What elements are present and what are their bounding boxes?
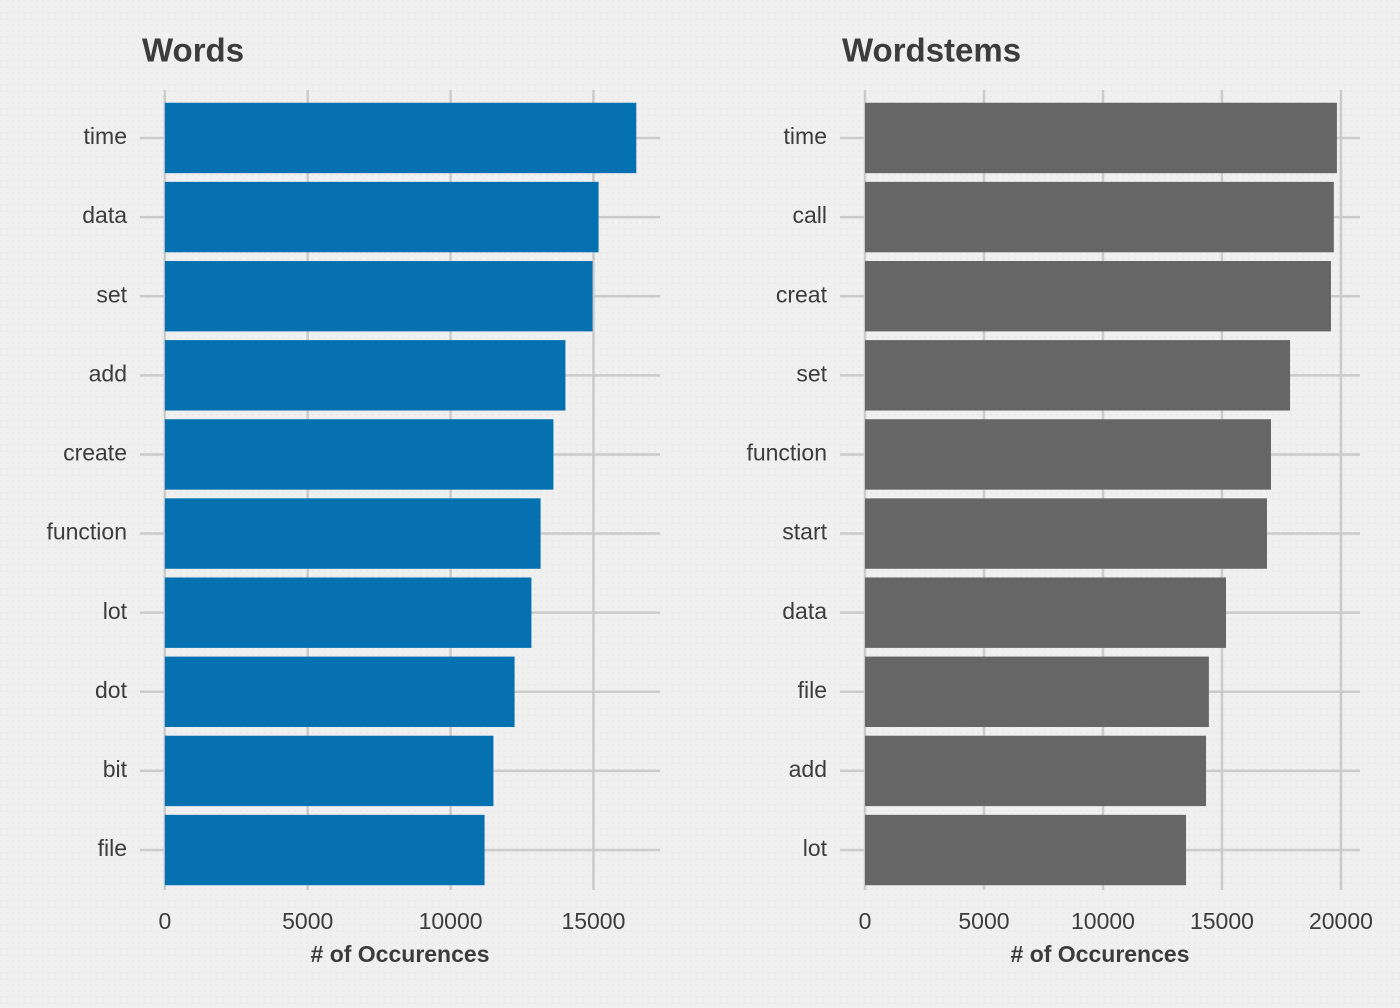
x-axis-label: # of Occurences bbox=[1011, 941, 1190, 967]
bar bbox=[164, 102, 637, 174]
bar bbox=[864, 577, 1227, 648]
y-tick-label: data bbox=[782, 598, 827, 624]
y-tick-label: start bbox=[782, 519, 827, 545]
bar bbox=[864, 181, 1334, 253]
y-tick-label: set bbox=[96, 281, 127, 307]
x-tick-label: 15000 bbox=[1190, 908, 1254, 934]
chart-title: Wordstems bbox=[842, 32, 1021, 69]
y-tick-label: file bbox=[98, 835, 127, 861]
y-tick-label: function bbox=[746, 440, 827, 466]
bar bbox=[164, 419, 554, 490]
bar bbox=[164, 340, 566, 411]
y-tick-label: lot bbox=[803, 835, 828, 861]
bar bbox=[864, 735, 1207, 807]
x-tick-label: 10000 bbox=[419, 908, 483, 934]
bar bbox=[164, 498, 541, 569]
bar bbox=[164, 735, 494, 807]
chart-title: Words bbox=[142, 32, 244, 69]
y-tick-label: add bbox=[89, 360, 127, 386]
y-tick-label: function bbox=[46, 519, 127, 545]
bar bbox=[164, 577, 532, 648]
y-tick-label: creat bbox=[776, 281, 828, 307]
bar bbox=[164, 260, 593, 332]
y-tick-label: time bbox=[84, 123, 127, 149]
x-tick-label: 0 bbox=[158, 908, 171, 934]
y-tick-label: create bbox=[63, 440, 127, 466]
x-tick-label: 10000 bbox=[1071, 908, 1135, 934]
bar bbox=[864, 102, 1337, 174]
x-axis-label: # of Occurences bbox=[311, 941, 490, 967]
y-tick-label: file bbox=[798, 677, 827, 703]
bar bbox=[864, 814, 1187, 886]
x-tick-label: 20000 bbox=[1309, 908, 1373, 934]
bar bbox=[864, 656, 1209, 728]
bar bbox=[164, 814, 485, 886]
bar bbox=[864, 498, 1267, 569]
bar bbox=[864, 340, 1291, 411]
y-tick-label: data bbox=[82, 202, 127, 228]
y-tick-label: dot bbox=[95, 677, 128, 703]
y-tick-label: lot bbox=[103, 598, 128, 624]
y-tick-label: add bbox=[789, 756, 827, 782]
x-tick-label: 5000 bbox=[282, 908, 333, 934]
bar bbox=[864, 419, 1271, 490]
x-tick-label: 5000 bbox=[958, 908, 1009, 934]
x-tick-label: 0 bbox=[859, 908, 872, 934]
y-tick-label: bit bbox=[103, 756, 128, 782]
y-tick-label: call bbox=[792, 202, 827, 228]
y-tick-label: set bbox=[796, 360, 827, 386]
bar bbox=[864, 260, 1331, 332]
x-tick-label: 15000 bbox=[561, 908, 625, 934]
y-tick-label: time bbox=[784, 123, 827, 149]
bar bbox=[164, 656, 515, 728]
bar bbox=[164, 181, 599, 253]
